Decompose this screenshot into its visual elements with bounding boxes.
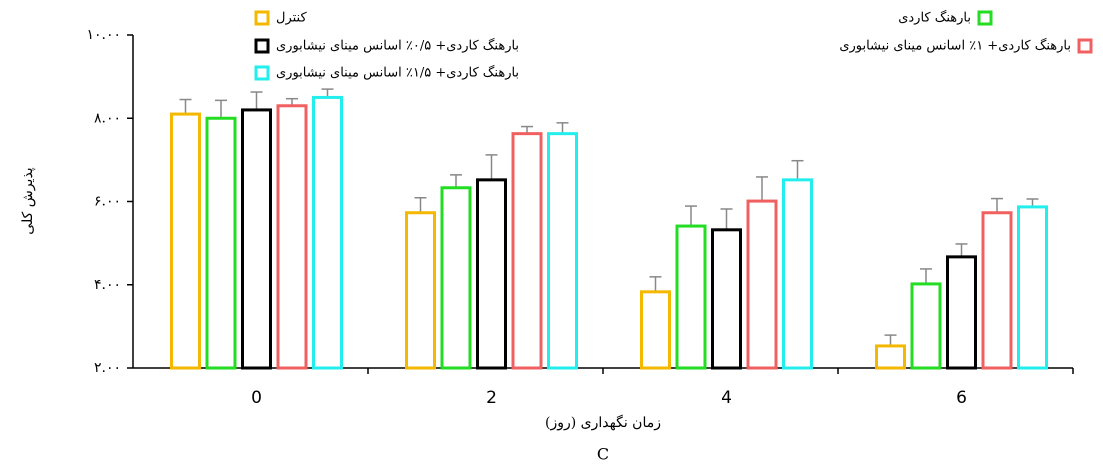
- bar: [711, 228, 742, 370]
- bar: [276, 104, 308, 370]
- subtitle: C: [597, 445, 609, 464]
- legend-label: کنترل: [276, 11, 307, 26]
- bar: [440, 186, 472, 370]
- y-tick-label: ۸.۰۰: [94, 110, 121, 126]
- legend-swatch: [1077, 38, 1093, 54]
- legend-label: بارهنگ کاردی: [898, 10, 971, 26]
- x-tick-label: 0: [251, 388, 262, 408]
- x-tick-label: 6: [956, 388, 967, 408]
- bar: [205, 116, 237, 370]
- bar: [981, 211, 1013, 370]
- x-tick-label: 4: [721, 388, 732, 408]
- y-axis-label: پذیرش کلی: [20, 167, 36, 234]
- bar: [946, 255, 977, 370]
- legend-label: بارهنگ کاردی+ ۱/۵٪ اسانس مینای نیشابوری: [276, 65, 519, 81]
- bar: [910, 282, 942, 370]
- y-tick-label: ۶.۰۰: [94, 194, 121, 210]
- legend-swatch: [254, 38, 270, 54]
- legend-swatch: [254, 10, 270, 26]
- bar: [170, 112, 201, 370]
- y-tick-label: ۱۰.۰۰: [86, 27, 121, 43]
- bar: [241, 108, 272, 370]
- bar: [312, 95, 343, 370]
- bar: [675, 224, 707, 370]
- x-axis-label: زمان نگهداری (روز): [545, 414, 661, 431]
- bar: [405, 211, 436, 370]
- legend-swatch: [977, 10, 993, 26]
- bar: [511, 132, 543, 370]
- x-tick-label: 2: [486, 388, 497, 408]
- legend-label: بارهنگ کاردی+ ۰/۵٪ اسانس مینای نیشابوری: [276, 38, 519, 54]
- y-tick-label: ۲.۰۰: [94, 360, 121, 376]
- bar: [476, 178, 507, 370]
- bar: [640, 290, 671, 370]
- bar: [1017, 205, 1048, 370]
- bar: [782, 178, 813, 370]
- bar: [746, 199, 778, 370]
- bar: [875, 344, 906, 370]
- legend-swatch: [254, 65, 270, 81]
- bar: [547, 132, 578, 370]
- y-tick-label: ۴.۰۰: [94, 277, 121, 293]
- legend-label: بارهنگ کاردی+ ۱٪ اسانس مینای نیشابوری: [839, 38, 1071, 54]
